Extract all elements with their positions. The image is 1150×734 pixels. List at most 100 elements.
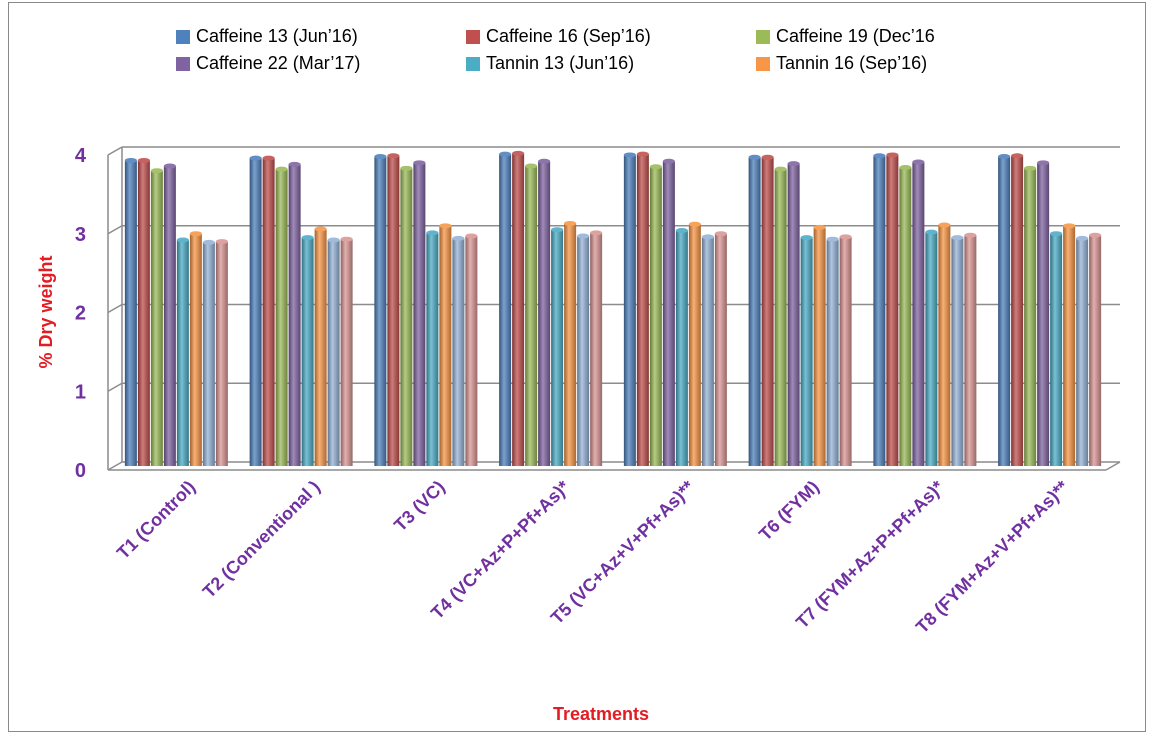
bar xyxy=(826,239,839,466)
bar xyxy=(150,170,163,466)
x-axis-end xyxy=(1105,461,1121,471)
bar xyxy=(340,239,353,466)
legend-swatch xyxy=(756,56,770,71)
bar-top xyxy=(1024,165,1037,171)
bar xyxy=(873,155,886,466)
bar-top xyxy=(873,153,886,159)
bar xyxy=(137,160,150,466)
bar xyxy=(998,156,1011,466)
bar-top xyxy=(413,160,426,166)
bar xyxy=(202,242,215,466)
bar xyxy=(800,237,813,466)
gridline-slant xyxy=(107,382,123,392)
bar xyxy=(701,236,714,466)
bar xyxy=(839,236,852,466)
bar-top xyxy=(124,157,137,163)
bar xyxy=(163,165,176,466)
bar-top xyxy=(1076,235,1089,241)
bar xyxy=(1024,168,1037,466)
bar-top xyxy=(301,235,314,241)
bar xyxy=(912,162,925,466)
bar xyxy=(262,158,275,466)
bar-top xyxy=(800,235,813,241)
bar xyxy=(774,169,787,467)
bar-top xyxy=(426,230,439,236)
bar-top xyxy=(774,166,787,172)
legend-swatch xyxy=(756,29,770,44)
bar-top xyxy=(787,161,800,167)
bar xyxy=(176,239,189,466)
bar-top xyxy=(826,236,839,242)
x-axis-label: Treatments xyxy=(553,704,649,724)
bar xyxy=(387,155,400,466)
bar-top xyxy=(675,228,688,234)
bar-top xyxy=(748,154,761,160)
legend-swatch xyxy=(466,29,480,44)
bar xyxy=(215,241,228,466)
legend-label: Tannin 13 (Jun’16) xyxy=(486,53,635,73)
bar-top xyxy=(564,220,577,226)
bar xyxy=(964,235,977,466)
bar xyxy=(925,232,938,466)
bar xyxy=(465,236,478,466)
bar xyxy=(400,168,413,466)
legend-label: Caffeine 13 (Jun’16) xyxy=(196,26,358,46)
bar xyxy=(1089,235,1102,466)
x-tick-label: T3 (VC) xyxy=(390,477,449,536)
legend-item: Caffeine 19 (Dec’16 xyxy=(756,26,1016,47)
bar-top xyxy=(176,237,189,243)
bar xyxy=(426,232,439,466)
bar-top xyxy=(1037,160,1050,166)
bar xyxy=(439,225,452,466)
bar xyxy=(374,156,387,466)
x-tick-label: T4 (VC+Az+P+Pf+As)* xyxy=(427,477,573,623)
bar xyxy=(314,228,327,466)
x-tick-label: T2 (Conventional ) xyxy=(199,477,324,602)
bar-top xyxy=(899,165,912,171)
bar xyxy=(951,237,964,466)
bar xyxy=(413,162,426,466)
bar xyxy=(249,158,262,466)
bar xyxy=(662,161,675,467)
bar-top xyxy=(215,239,228,245)
bar-top xyxy=(839,234,852,240)
bar-top xyxy=(452,235,465,241)
legend-label: Tannin 16 (Sep’16) xyxy=(776,53,928,73)
bar xyxy=(714,233,727,466)
bar-top xyxy=(1089,232,1102,238)
bar xyxy=(813,227,826,466)
bar xyxy=(1076,238,1089,466)
bar xyxy=(564,223,577,466)
bar-top xyxy=(189,231,202,237)
bar xyxy=(327,239,340,466)
bar xyxy=(512,153,525,467)
legend-label: Caffeine 19 (Dec’16 xyxy=(776,26,935,46)
chart-legend: Caffeine 13 (Jun’16) Caffeine 16 (Sep’16)… xyxy=(176,26,1016,74)
legend-item: Caffeine 16 (Sep’16) xyxy=(466,26,756,47)
legend-item: Caffeine 22 (Mar’17) xyxy=(176,53,466,74)
legend-swatch xyxy=(176,29,190,44)
bar-top xyxy=(249,155,262,161)
bar xyxy=(636,154,649,466)
bar-top xyxy=(262,155,275,161)
bar xyxy=(787,163,800,466)
y-tick-label: 2 xyxy=(75,303,86,325)
gridline-slant xyxy=(107,146,123,156)
legend-swatch xyxy=(466,56,480,71)
y-tick-label: 3 xyxy=(75,224,86,246)
bar xyxy=(688,224,701,466)
bar-top xyxy=(400,165,413,171)
bar xyxy=(301,237,314,466)
bar-top xyxy=(886,152,899,158)
bar-top xyxy=(499,151,512,157)
bar xyxy=(590,232,603,466)
bar xyxy=(623,154,636,466)
bar-top xyxy=(275,166,288,172)
bar xyxy=(761,157,774,467)
bar-top xyxy=(813,224,826,230)
bar-top xyxy=(512,150,525,156)
bar xyxy=(899,167,912,466)
bar-top xyxy=(701,234,714,240)
bar xyxy=(675,230,688,466)
x-tick-label: T1 (Control) xyxy=(113,477,199,563)
